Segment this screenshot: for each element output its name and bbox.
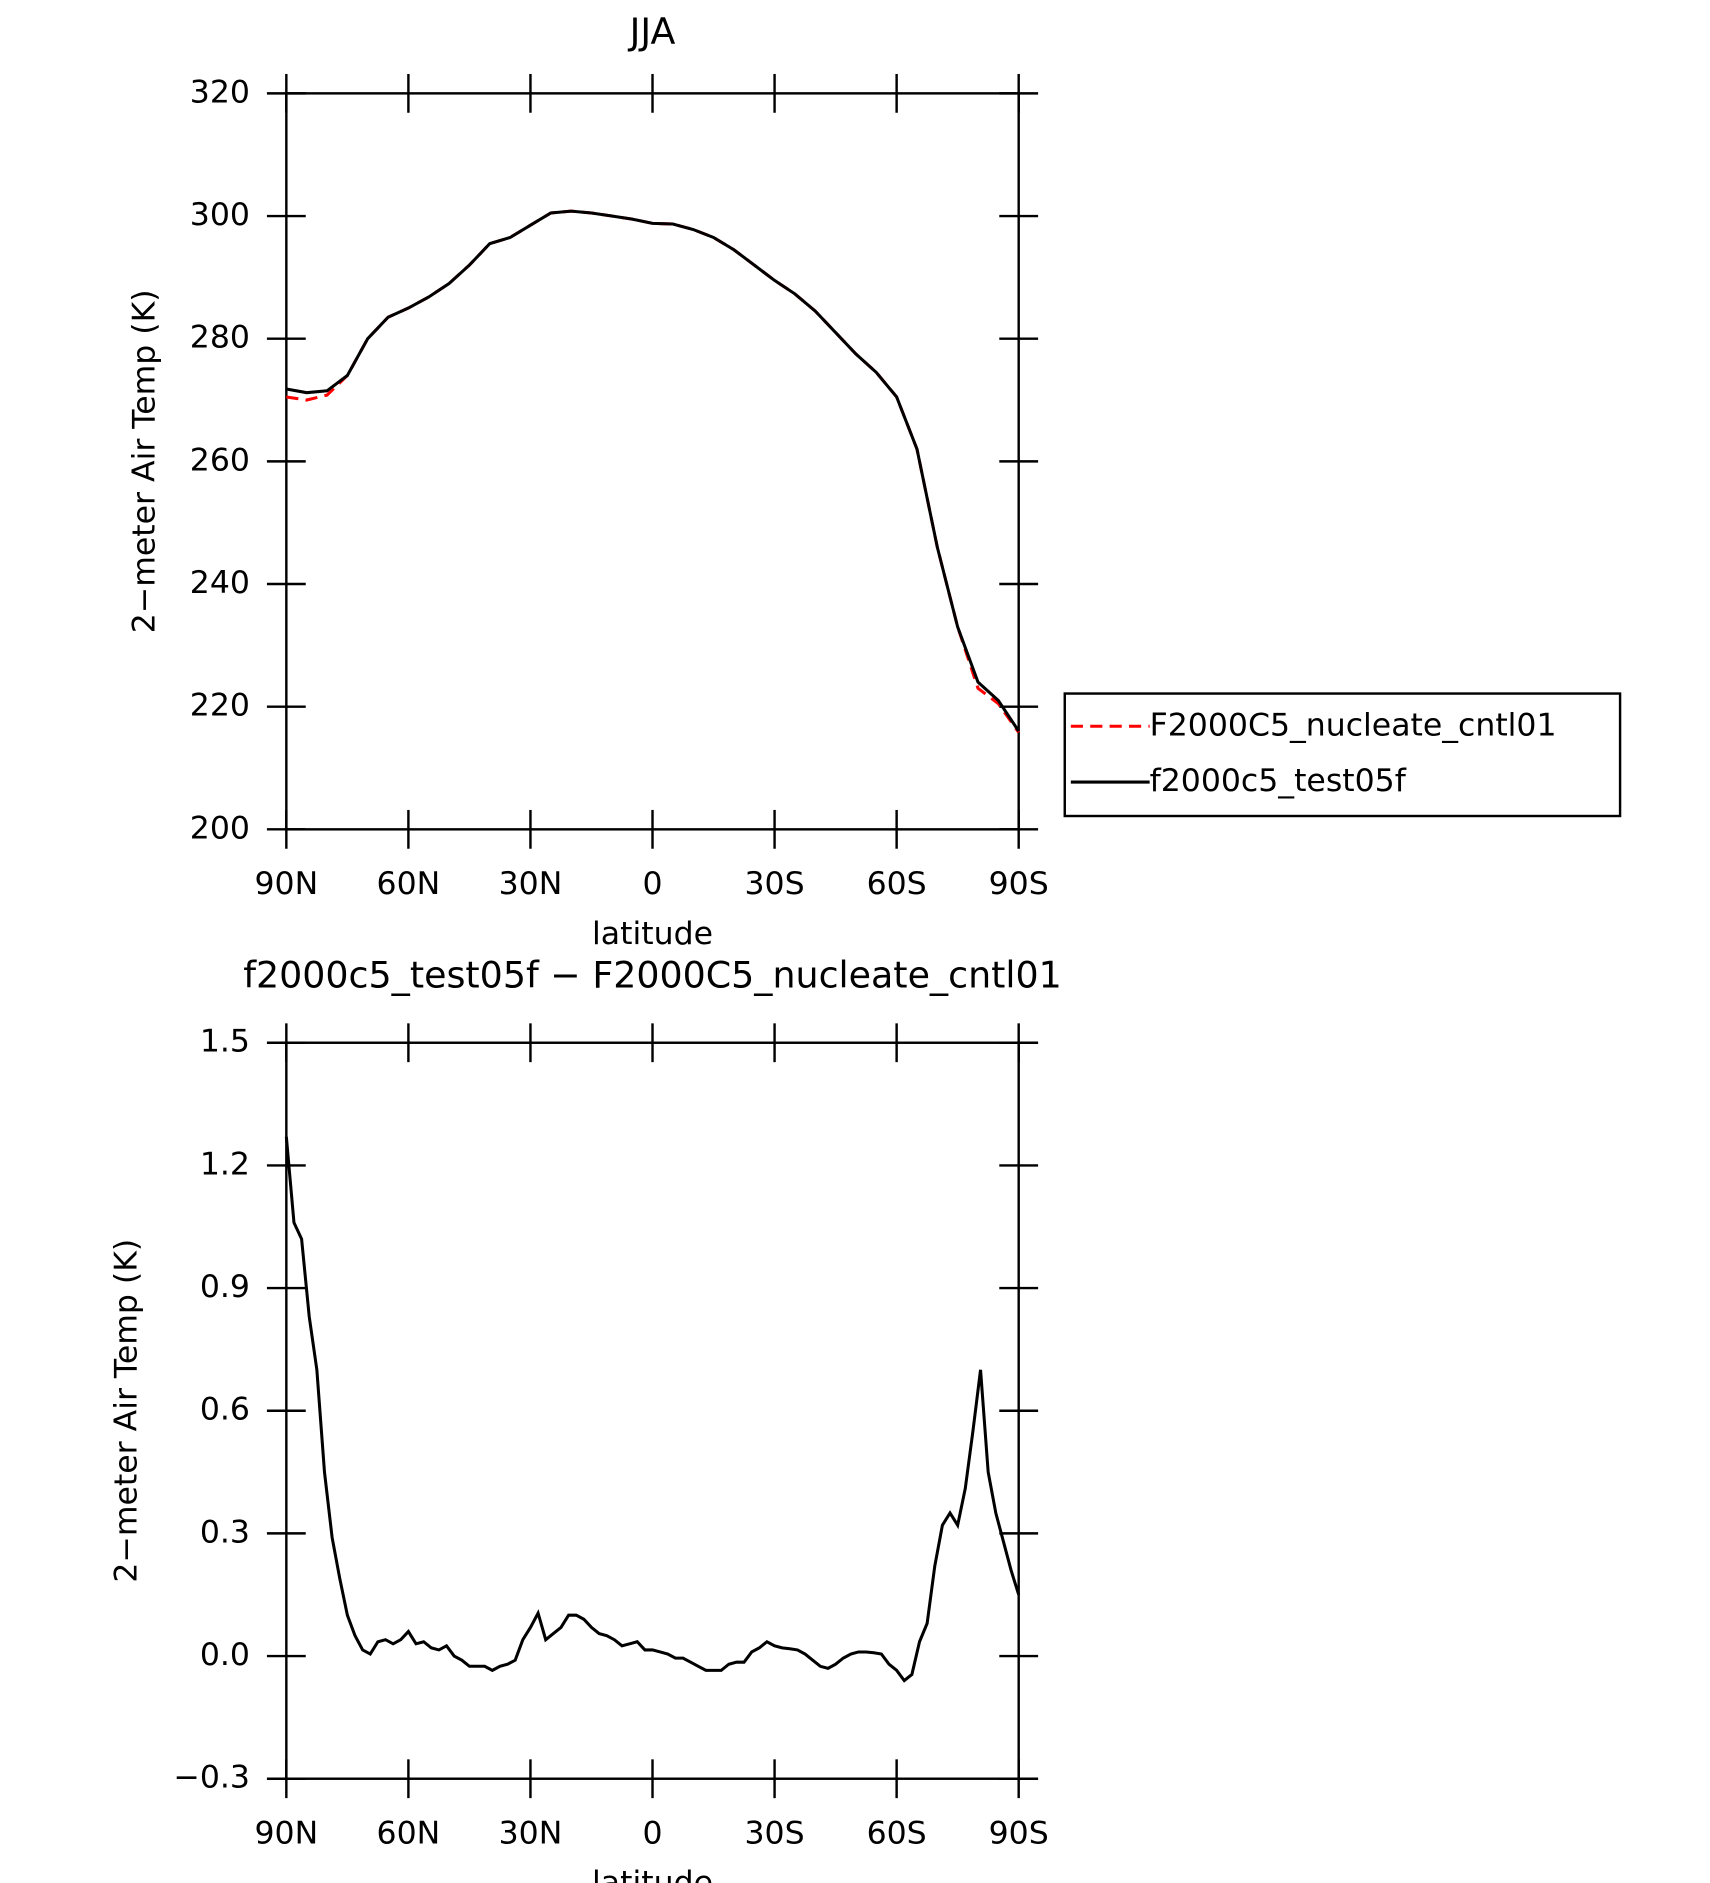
x-tick-label: 30N <box>499 1816 563 1852</box>
x-tick-label: 60N <box>377 866 441 902</box>
y-tick-label: 240 <box>190 565 250 601</box>
chart: JJA latitude 2−meter Air Temp (K) 200 220 240… <box>127 10 1622 952</box>
chart-title: f2000c5_test05f − F2000C5_nucleate_cntl0… <box>243 953 1062 996</box>
plot-frame <box>285 92 1020 831</box>
x-axis-label: latitude <box>592 1865 713 1883</box>
x-tick-label: 60N <box>377 1816 441 1852</box>
y-axis-label: 2−meter Air Temp (K) <box>109 1239 145 1583</box>
x-tick-label: 0 <box>642 866 662 902</box>
y-tick-label: −0.3 <box>173 1760 250 1796</box>
x-tick-label: 30N <box>499 866 563 902</box>
y-tick-label: 0.6 <box>200 1392 250 1428</box>
data-line <box>284 1136 1021 1683</box>
x-tick-label: 30S <box>745 1816 805 1852</box>
legend-label: f2000c5_test05f <box>1150 763 1407 799</box>
y-tick-label: 320 <box>190 74 250 110</box>
data-line <box>286 209 1020 734</box>
x-tick-label: 90N <box>254 866 318 902</box>
legend-box <box>1063 692 1622 818</box>
x-tick-label: 60S <box>867 866 927 902</box>
y-axis-label: 2−meter Air Temp (K) <box>127 289 163 633</box>
y-tick-label: 280 <box>190 320 250 356</box>
y-tick-label: 1.2 <box>200 1146 250 1182</box>
chart-title: JJA <box>628 10 676 53</box>
x-tick-label: 90S <box>989 1816 1049 1852</box>
y-tick-label: 0.0 <box>200 1637 250 1673</box>
data-line <box>286 209 1020 733</box>
x-tick-label: 60S <box>867 1816 927 1852</box>
x-tick-label: 30S <box>745 866 805 902</box>
y-tick-label: 0.9 <box>200 1269 250 1305</box>
x-tick-label: 90S <box>989 866 1049 902</box>
legend-label: F2000C5_nucleate_cntl01 <box>1150 707 1557 743</box>
y-tick-label: 300 <box>190 197 250 233</box>
y-tick-label: 200 <box>190 810 250 846</box>
y-tick-label: 0.3 <box>200 1514 250 1550</box>
chart: f2000c5_test05f − F2000C5_nucleate_cntl0… <box>109 953 1062 1883</box>
y-tick-label: 220 <box>190 688 250 724</box>
x-axis-label: latitude <box>592 916 713 952</box>
y-tick-label: 1.5 <box>200 1024 250 1060</box>
x-tick-label: 90N <box>254 1816 318 1852</box>
plot-frame <box>285 1041 1020 1780</box>
x-tick-label: 0 <box>642 1816 662 1852</box>
y-tick-label: 260 <box>190 442 250 478</box>
